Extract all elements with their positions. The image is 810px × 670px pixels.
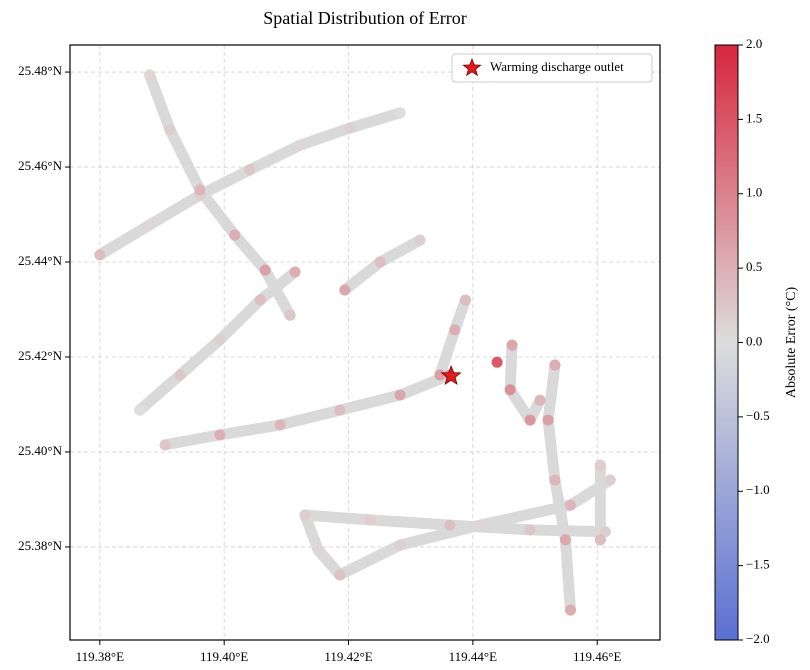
error-point [374, 256, 386, 268]
error-point [339, 284, 351, 296]
error-point [549, 359, 561, 371]
error-point [144, 69, 156, 81]
colorbar-tick-label: 0.0 [746, 333, 762, 348]
error-point [459, 294, 471, 306]
colorbar-tick-label: −2.0 [746, 631, 770, 646]
y-tick-label: 25.42°N [18, 348, 62, 363]
error-point [164, 124, 176, 136]
legend-box [451, 53, 653, 83]
colorbar [714, 44, 739, 641]
error-point [214, 429, 226, 441]
error-point [414, 234, 426, 246]
track [159, 369, 456, 451]
error-point [504, 384, 516, 396]
y-tick-label: 25.38°N [18, 538, 62, 553]
colorbar-tick-label: 0.5 [746, 259, 762, 274]
track [299, 509, 346, 581]
error-point [289, 266, 301, 278]
error-point [344, 122, 356, 134]
error-point [174, 369, 186, 381]
error-point [194, 184, 206, 196]
error-point [506, 339, 518, 351]
error-point [94, 249, 106, 261]
error-point [474, 519, 486, 531]
plot-frame [69, 44, 661, 641]
error-point [524, 524, 536, 536]
error-point [284, 309, 296, 321]
chart-title: Spatial Distribution of Error [263, 8, 466, 28]
y-tick-label: 25.44°N [18, 253, 62, 268]
error-point [542, 414, 554, 426]
track [434, 294, 471, 381]
error-point [394, 389, 406, 401]
error-point [560, 534, 572, 546]
legend-marker [462, 57, 482, 77]
error-point [334, 569, 346, 581]
error-point [604, 474, 616, 486]
x-tick-label: 119.42°E [324, 649, 372, 664]
y-tick-label: 25.46°N [18, 158, 62, 173]
error-point [244, 164, 256, 176]
colorbar-tick-label: −0.5 [746, 408, 770, 423]
error-point [534, 394, 546, 406]
error-point [364, 514, 376, 526]
error-point [254, 294, 266, 306]
colorbar-tick-label: 1.5 [746, 110, 762, 125]
track [504, 339, 546, 426]
error-point [594, 534, 606, 546]
track [542, 359, 576, 616]
x-tick-label: 119.38°E [76, 649, 124, 664]
error-point [564, 499, 576, 511]
x-tick-label: 119.40°E [200, 649, 248, 664]
colorbar-tick-label: 2.0 [746, 36, 762, 51]
colorbar-tick-label: −1.0 [746, 482, 770, 497]
error-point [444, 519, 456, 531]
error-point [594, 459, 606, 471]
error-point [134, 404, 146, 416]
error-point [434, 369, 446, 381]
error-point [259, 264, 271, 276]
error-point [299, 509, 311, 521]
error-point [214, 334, 226, 346]
error-point [159, 439, 171, 451]
error-point [549, 474, 561, 486]
x-tick-label: 119.44°E [449, 649, 497, 664]
colorbar-tick-label: −1.5 [746, 557, 770, 572]
track [94, 107, 406, 261]
error-point [294, 139, 306, 151]
legend-label: Warming discharge outlet [490, 59, 624, 74]
error-point [144, 219, 156, 231]
y-tick-label: 25.40°N [18, 443, 62, 458]
error-point [491, 356, 503, 368]
track [144, 69, 296, 321]
error-point [564, 604, 576, 616]
error-point [599, 526, 611, 538]
error-point [229, 229, 241, 241]
error-point [334, 404, 346, 416]
error-point [449, 324, 461, 336]
colorbar-label: Absolute Error (°C) [784, 286, 799, 398]
colorbar-tick-label: 1.0 [746, 185, 762, 200]
error-point [312, 544, 324, 556]
y-tick-label: 25.48°N [18, 63, 62, 78]
error-point [274, 419, 286, 431]
outlet-marker [440, 364, 462, 386]
error-point [394, 539, 406, 551]
x-tick-label: 119.46°E [573, 649, 621, 664]
error-point [524, 414, 536, 426]
error-point [394, 107, 406, 119]
